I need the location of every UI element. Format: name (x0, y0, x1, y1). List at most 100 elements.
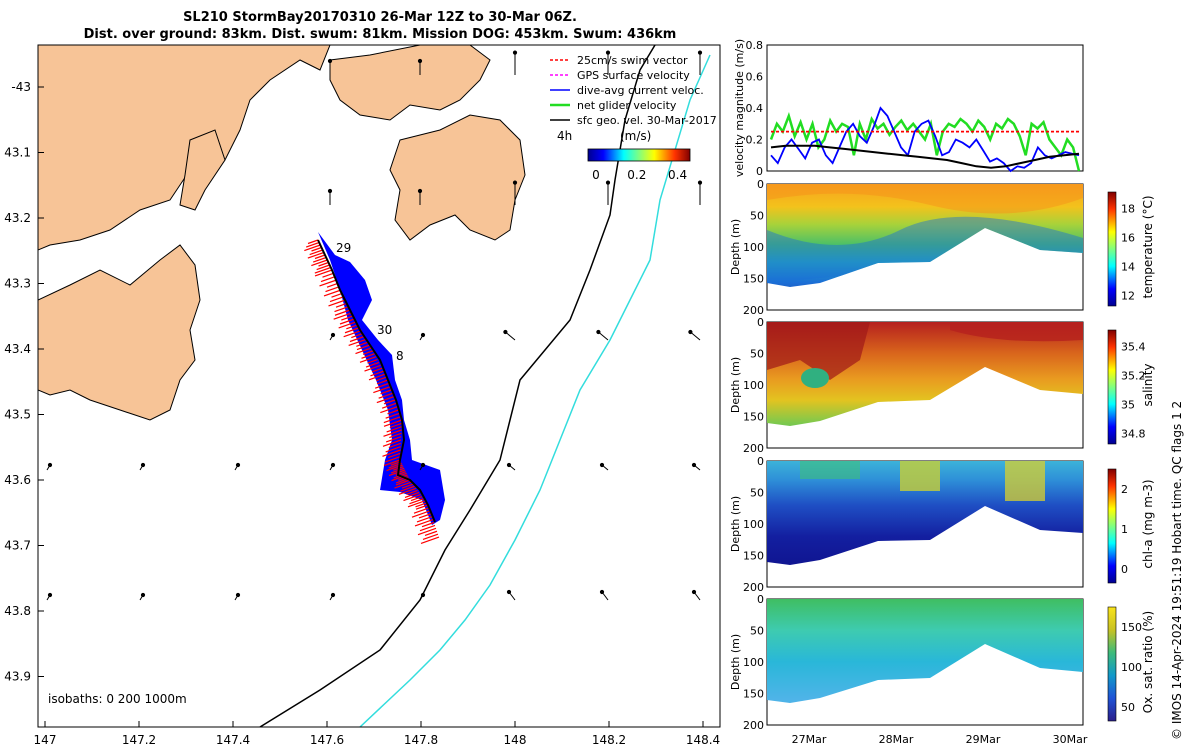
velocity-series-0 (769, 111, 1081, 172)
legend-4h: 4h (557, 129, 572, 143)
land-masses (38, 45, 526, 421)
isobath-200m (259, 45, 656, 727)
section-3-cbar-label: Ox. sat. ratio (%) (1141, 611, 1155, 713)
map-axes-box (37, 44, 721, 728)
velocity-y-ticks: 0 0.2 0.4 0.6 0.8 (746, 39, 764, 178)
velocity-ytick-4: 0.8 (746, 39, 764, 52)
section-3-ylabel: Depth (m) (729, 634, 742, 690)
section-1-ytick-2: 100 (743, 379, 764, 392)
isobath-1000m (359, 54, 711, 727)
section-1-cbar-label: salinity (1141, 363, 1155, 406)
section-0-cbar-label: temperature (°C) (1141, 196, 1155, 299)
section-3-ytick-1: 50 (750, 625, 764, 638)
speed-colorbar-tick-0: 0 (592, 168, 600, 182)
section-3-ytick-3: 150 (743, 688, 764, 701)
section-2-colorbar (1107, 468, 1117, 584)
section-0-ylabel: Depth (m) (729, 219, 742, 275)
section-3-ytick-0: 0 (757, 593, 764, 606)
section-2-cbtick-2: 2 (1121, 483, 1128, 496)
section-0-ytick-1: 50 (750, 210, 764, 223)
date-xtick-1: 28Mar (879, 733, 914, 746)
section-2-cbtick-0: 0 (1121, 563, 1128, 576)
section-3-cbtick-2: 150 (1121, 621, 1142, 634)
temperature-section (766, 183, 1084, 311)
section-3-ytick-4: 200 (743, 719, 764, 732)
map-xtick-0: 147 (34, 733, 57, 747)
map-ytick-1: 43.1 (4, 146, 31, 160)
section-3-colorbar (1107, 606, 1117, 722)
section-2-cbtick-1: 1 (1121, 523, 1128, 536)
velocity-ytick-0: 0 (756, 165, 763, 178)
map-xtick-4: 147.8 (404, 733, 438, 747)
section-1-cbtick-1: 35 (1121, 398, 1135, 411)
section-3-cbtick-0: 50 (1121, 701, 1135, 714)
legend-entry-4: sfc geo. vel. 30-Mar-2017 (577, 114, 717, 127)
glider-track (317, 239, 436, 523)
section-3-ytick-2: 100 (743, 656, 764, 669)
section-0-ytick-2: 100 (743, 241, 764, 254)
map-ytick-2: 43.2 (4, 211, 31, 225)
speed-colorbar-tick-1: 0.2 (627, 168, 646, 182)
section-1-ytick-1: 50 (750, 348, 764, 361)
chla-section (766, 460, 1084, 588)
map-ytick-6: 43.6 (4, 473, 31, 487)
section-0-ytick-3: 150 (743, 273, 764, 286)
map-xtick-1: 147.2 (122, 733, 156, 747)
section-1-cbtick-0: 34.8 (1121, 427, 1146, 440)
map-ytick-0: -43 (11, 80, 31, 94)
legend-entry-3: net glider velocity (577, 99, 677, 112)
date-xtick-2: 29Mar (966, 733, 1001, 746)
map-ytick-3: 43.3 (4, 277, 31, 291)
speed-colorbar (587, 148, 691, 162)
speed-colorbar-tick-2: 0.4 (668, 168, 687, 182)
section-0-cbtick-3: 18 (1121, 203, 1135, 216)
legend-entry-0: 25cm/s swim vector (577, 54, 688, 67)
section-2-ytick-1: 50 (750, 487, 764, 500)
velocity-series (769, 106, 1081, 173)
map-xtick-7: 148.4 (686, 733, 720, 747)
section-1-cbtick-2: 35.2 (1121, 370, 1146, 383)
velocity-ytick-2: 0.4 (746, 102, 764, 115)
credit-text: © IMOS 14-Apr-2024 19:51:19 Hobart time.… (1170, 400, 1184, 740)
section-0-cbtick-0: 12 (1121, 289, 1135, 302)
map-xtick-3: 147.6 (310, 733, 344, 747)
section-2-ytick-3: 150 (743, 550, 764, 563)
map-ytick-4: 43.4 (4, 342, 31, 356)
map-xtick-2: 147.4 (216, 733, 250, 747)
swim-vectors (304, 239, 440, 544)
oxygen-section (766, 598, 1084, 726)
section-0-cbtick-1: 14 (1121, 260, 1135, 273)
speed-colorbar-ticks: 0 0.2 0.4 (592, 168, 687, 182)
map-x-ticks: 147 147.2 147.4 147.6 147.8 148 148.2 148.4 (34, 721, 720, 747)
section-2-ylabel: Depth (m) (729, 496, 742, 552)
section-2-ytick-2: 100 (743, 518, 764, 531)
velocity-axes (766, 44, 1084, 172)
map-y-ticks: -43 43.1 43.2 43.3 43.4 43.5 43.6 43.7 43.8 43.9 (4, 80, 44, 684)
section-2-ytick-4: 200 (743, 581, 764, 594)
velocity-series-3 (770, 144, 1080, 169)
geostrophic-arrows (46, 50, 703, 601)
isobaths-label: isobaths: 0 200 1000m (48, 692, 187, 706)
map-ytick-8: 43.8 (4, 604, 31, 618)
section-0-ytick-4: 200 (743, 304, 764, 317)
colorbar-unit: (m/s) (620, 129, 651, 143)
velocity-ylabel: velocity magnitude (m/s) (733, 39, 746, 177)
day-label-29: 29 (336, 241, 351, 255)
map-legend: 25cm/s swim vector GPS surface velocity di… (550, 54, 717, 127)
section-1-ytick-0: 0 (757, 316, 764, 329)
section-0-colorbar (1107, 191, 1117, 307)
section-2-ytick-0: 0 (757, 455, 764, 468)
date-x-ticks: 27Mar 28Mar 29Mar 30Mar (792, 733, 1088, 746)
legend-entry-1: GPS surface velocity (577, 69, 690, 82)
section-1-ytick-4: 200 (743, 442, 764, 455)
section-0-cbtick-2: 16 (1121, 232, 1135, 245)
section-y-ticks: 0501001502000501001502000501001502000501… (743, 178, 764, 732)
salinity-section (766, 321, 1084, 449)
day-label-8: 8 (396, 349, 404, 363)
section-labels: Depth (m) Depth (m) Depth (m) Depth (m) (729, 219, 742, 690)
day-label-30: 30 (377, 323, 392, 337)
map-ytick-9: 43.9 (4, 670, 31, 684)
section-1-colorbar (1107, 329, 1117, 445)
